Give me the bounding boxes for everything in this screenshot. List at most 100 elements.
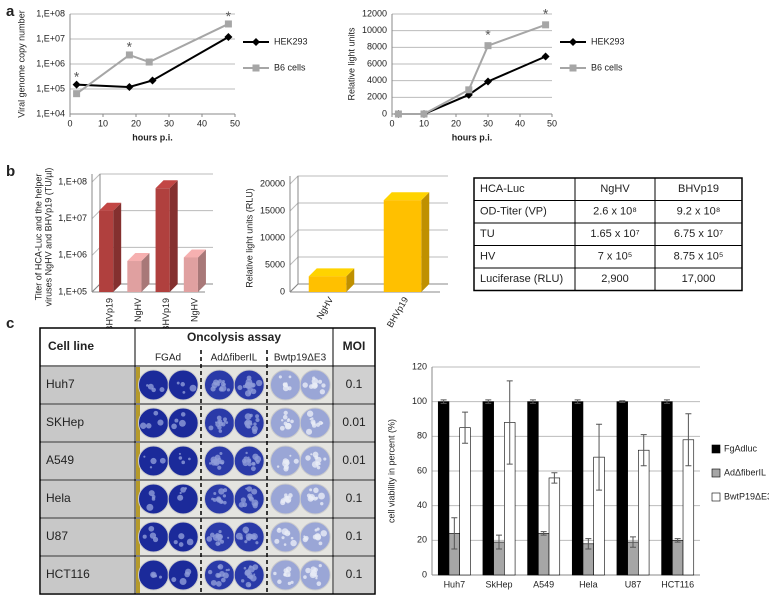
well-speckle xyxy=(149,466,153,469)
x-tick-label: BHVp19 xyxy=(105,298,115,332)
panel-label: a xyxy=(6,3,15,20)
well-speckle xyxy=(306,410,314,417)
y-tick-label: 1,E+08 xyxy=(36,8,65,18)
well-speckle xyxy=(139,422,147,429)
well-speckle xyxy=(288,375,292,379)
well-speckle xyxy=(235,532,243,540)
well-speckle xyxy=(249,422,253,426)
well-speckle xyxy=(283,495,290,502)
error-bar xyxy=(619,400,626,404)
well-speckle xyxy=(171,423,177,430)
line xyxy=(398,23,546,115)
well xyxy=(137,369,169,401)
well-speckle xyxy=(218,422,221,425)
cell-bg xyxy=(41,367,134,403)
well-speckle xyxy=(319,389,326,395)
well-speckle xyxy=(252,503,258,509)
error-bar xyxy=(674,538,681,543)
well-speckle xyxy=(276,527,282,533)
well-speckle xyxy=(153,410,159,416)
error-bar xyxy=(496,534,502,550)
well-speckle xyxy=(251,534,257,540)
well-speckle xyxy=(177,494,184,501)
x-tick-label: SkHep xyxy=(485,579,512,589)
y-tick-label: 20 xyxy=(417,535,427,545)
well-speckle xyxy=(217,497,221,501)
well-speckle xyxy=(280,499,286,506)
well-speckle xyxy=(279,425,285,431)
table-cell: NgHV xyxy=(600,183,630,195)
well-speckle xyxy=(206,536,213,542)
legend-label: HEK293 xyxy=(591,36,625,46)
well-speckle xyxy=(316,465,321,470)
virus-label: AdΔfiberIL xyxy=(211,353,258,364)
x-tick-label: 50 xyxy=(547,118,557,128)
legend-label: HEK293 xyxy=(274,36,308,46)
well-speckle xyxy=(281,536,285,540)
cell-bg xyxy=(334,443,374,479)
well-speckle xyxy=(238,502,245,508)
well-speckle xyxy=(220,462,224,465)
table-frame xyxy=(473,177,743,292)
marker xyxy=(145,58,153,66)
grid-line xyxy=(289,175,448,185)
marker xyxy=(252,64,260,72)
x-tick-label: 10 xyxy=(98,118,108,128)
well-speckle xyxy=(242,460,249,467)
well-speckle xyxy=(290,419,294,424)
bar-top xyxy=(127,253,150,262)
bar xyxy=(482,401,494,576)
error-bar xyxy=(574,399,581,404)
y-tick-label: 1,E+06 xyxy=(36,58,65,68)
well-speckle xyxy=(217,465,222,470)
well-speckle xyxy=(146,503,154,511)
x-tick-label: 40 xyxy=(515,118,525,128)
well-speckle xyxy=(208,425,214,431)
marker xyxy=(125,51,133,59)
well-speckle xyxy=(213,459,217,463)
well-speckle xyxy=(320,421,324,425)
marker xyxy=(484,42,492,50)
well-speckle xyxy=(217,457,222,463)
table-cell: 2.6 x 10⁸ xyxy=(593,206,637,218)
well-speckle xyxy=(255,541,259,545)
error-bar xyxy=(596,423,603,491)
well-speckle xyxy=(303,575,307,579)
well-speckle xyxy=(179,491,182,495)
error-bar xyxy=(551,472,558,484)
table-cell: 7 x 10⁵ xyxy=(598,251,633,263)
well-speckle xyxy=(251,488,258,495)
well-speckle xyxy=(315,422,321,427)
bar-top xyxy=(308,268,355,277)
y-tick-label: 1,E+08 xyxy=(58,176,87,186)
well-speckle xyxy=(302,382,308,388)
well-speckle xyxy=(281,419,284,422)
bar xyxy=(437,401,450,576)
well-speckle xyxy=(313,487,319,494)
well-speckle xyxy=(318,492,325,500)
well-speckle xyxy=(318,541,323,546)
well-speckle xyxy=(217,425,222,430)
well-speckle xyxy=(189,384,197,392)
moi: 0.1 xyxy=(346,529,363,543)
well-speckle xyxy=(252,564,259,570)
legend-swatch xyxy=(711,492,721,502)
well-speckle xyxy=(282,414,288,420)
y-tick-label: 0 xyxy=(382,108,387,118)
table-header: Oncolysis assay xyxy=(187,330,281,344)
well-speckle xyxy=(176,381,180,385)
well-speckle xyxy=(178,452,181,455)
well-speckle xyxy=(245,419,251,426)
marker xyxy=(394,110,402,118)
well-speckle xyxy=(306,428,313,435)
cell-line: Huh7 xyxy=(46,377,75,391)
x-tick-label: 10 xyxy=(419,118,429,128)
table-cell: OD-Titer (VP) xyxy=(480,206,547,218)
moi: 0.1 xyxy=(346,567,363,581)
marker xyxy=(541,52,550,61)
well-speckle xyxy=(273,571,277,576)
well-speckle xyxy=(225,568,228,572)
well-speckle xyxy=(221,577,226,583)
marker xyxy=(73,90,81,98)
cell-line: HCT116 xyxy=(46,567,90,581)
